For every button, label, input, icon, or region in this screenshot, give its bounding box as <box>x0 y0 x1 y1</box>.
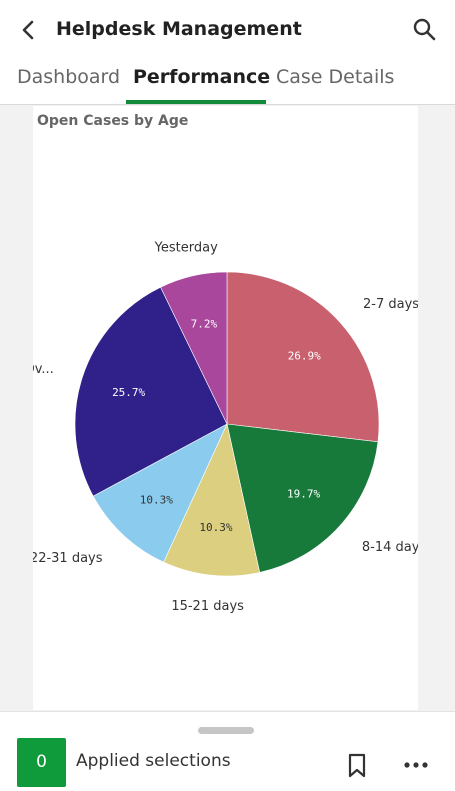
search-icon <box>413 18 436 41</box>
search-button[interactable] <box>411 16 437 42</box>
pie-value-label-15-21-days: 10.3% <box>199 521 232 534</box>
pie-chart[interactable]: 26.9% 2-7 days 19.7% 8-14 days 10.3% 15-21 da… <box>33 106 418 710</box>
bookmark-button[interactable] <box>346 752 368 780</box>
pie-slice-22-31-days[interactable] <box>92 423 228 563</box>
selections-bar: 0 Applied selections <box>0 711 455 791</box>
tab-case-details[interactable]: Case Details <box>276 66 395 88</box>
bookmark-icon <box>348 753 366 778</box>
pie-category-label-22-31-days: 22-31 days <box>33 551 103 566</box>
app-title: Helpdesk Management <box>56 18 302 40</box>
chart-panel[interactable]: Open Cases by Age 26.9% 2-7 days 19.7% 8-14… <box>33 106 418 710</box>
pie-category-label-15-21-days: 15-21 days <box>171 599 244 614</box>
pie-slice-yesterday[interactable] <box>160 271 228 425</box>
back-button[interactable] <box>14 16 42 44</box>
pie-slice-ov[interactable] <box>74 286 228 497</box>
more-options-button[interactable] <box>402 757 430 771</box>
pie-value-label-ov: 25.7% <box>112 386 145 399</box>
tab-dashboard[interactable]: Dashboard <box>17 66 121 88</box>
applied-selections-label[interactable]: Applied selections <box>76 751 231 771</box>
chart-title: Open Cases by Age <box>37 113 189 129</box>
pie-value-label-yesterday: 7.2% <box>191 317 218 330</box>
chevron-left-icon <box>22 20 34 40</box>
pie-category-label-2-7-days: 2-7 days <box>363 297 418 312</box>
pie-category-label-8-14-days: 8-14 days <box>362 540 418 555</box>
pie-slice-8-14-days[interactable] <box>226 423 379 573</box>
pie-value-label-2-7-days: 26.9% <box>288 349 321 362</box>
sheet-tabs: Dashboard Performance Case Details <box>0 58 455 105</box>
pie-category-label-yesterday: Yesterday <box>154 241 218 256</box>
more-horizontal-icon <box>404 762 428 768</box>
pie-slice-2-7-days[interactable] <box>226 271 380 443</box>
pie-category-label-ov: Ov... <box>33 362 54 377</box>
pie-value-label-8-14-days: 19.7% <box>287 487 320 500</box>
drag-handle[interactable] <box>198 727 254 734</box>
pie-slice-15-21-days[interactable] <box>163 423 261 577</box>
tab-performance[interactable]: Performance <box>133 66 271 88</box>
active-tab-indicator <box>126 100 266 104</box>
selection-count-badge[interactable]: 0 <box>17 738 66 787</box>
app-header: Helpdesk Management <box>0 0 455 58</box>
pie-value-label-22-31-days: 10.3% <box>140 493 173 506</box>
